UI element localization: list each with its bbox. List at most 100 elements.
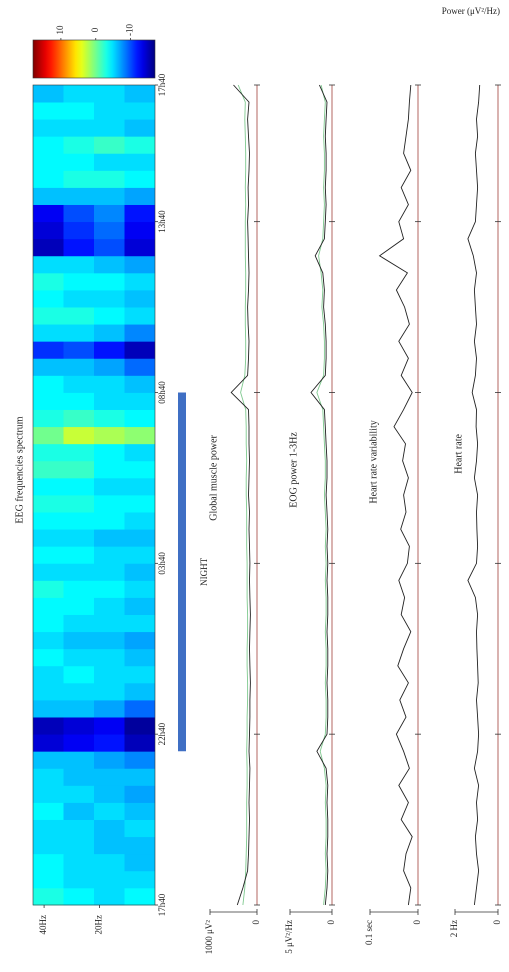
trace-line bbox=[378, 84, 413, 906]
spectrogram-cell bbox=[63, 204, 94, 223]
spectrogram-cell bbox=[33, 460, 64, 479]
trace-tick-label: 1000 μV² bbox=[204, 920, 214, 955]
spectrogram-cell bbox=[124, 529, 155, 547]
spectrogram-cell bbox=[124, 870, 155, 889]
trace-tick-label: 0.1 sec bbox=[364, 920, 374, 945]
spectrogram-cell bbox=[63, 443, 94, 462]
trace-tick-label: 0 bbox=[412, 920, 422, 925]
spectrogram-cell bbox=[94, 290, 125, 308]
spectrogram-cell bbox=[63, 255, 94, 274]
spectrogram-cell bbox=[124, 819, 155, 838]
spectrogram-title: EEG frequencies spectrum bbox=[14, 416, 25, 523]
spectrogram-cell bbox=[94, 136, 125, 154]
spectrogram-cell bbox=[63, 648, 94, 667]
spectrogram-cell bbox=[63, 614, 94, 633]
spectrogram-cell bbox=[33, 495, 64, 513]
spectrogram-cell bbox=[94, 170, 125, 188]
spectrogram-cell bbox=[33, 85, 64, 103]
spectrogram-cell bbox=[124, 324, 155, 342]
spectrogram-cell bbox=[124, 802, 155, 820]
time-tick-label: 22h40 bbox=[157, 722, 167, 745]
spectrogram-cell bbox=[124, 443, 155, 462]
spectrogram-cell bbox=[63, 580, 94, 598]
spectrogram-cell bbox=[63, 290, 94, 308]
spectrogram-cell bbox=[63, 512, 94, 530]
spectrogram-cell bbox=[33, 443, 64, 462]
spectrogram-cell bbox=[124, 136, 155, 154]
spectrogram-cell bbox=[94, 648, 125, 667]
spectrogram-cell bbox=[94, 358, 125, 376]
spectrogram-cell bbox=[63, 785, 94, 803]
spectrogram-cell bbox=[94, 102, 125, 120]
spectrogram-cell bbox=[33, 802, 64, 820]
spectrogram-cell bbox=[33, 819, 64, 838]
spectrogram-cell bbox=[124, 255, 155, 274]
spectrogram-cell bbox=[63, 460, 94, 479]
spectrogram-cell bbox=[124, 187, 155, 205]
spectrogram-cell bbox=[94, 819, 125, 838]
spectrogram-cell bbox=[94, 238, 125, 257]
freq-tick-label: 40Hz bbox=[38, 915, 48, 935]
spectrogram-cell bbox=[33, 324, 64, 342]
spectrogram-cell bbox=[94, 682, 125, 701]
spectrogram-cell bbox=[33, 870, 64, 889]
spectrogram-cell bbox=[124, 477, 155, 496]
spectrogram-cell bbox=[63, 153, 94, 171]
spectrogram-cell bbox=[33, 529, 64, 547]
time-tick-label: 17h40 bbox=[157, 893, 167, 916]
spectrogram-cell bbox=[94, 426, 125, 445]
spectrogram-cell bbox=[33, 836, 64, 855]
spectrogram-cell bbox=[124, 631, 155, 650]
spectrogram-cell bbox=[124, 153, 155, 171]
spectrogram-cell bbox=[63, 307, 94, 325]
spectrogram-cell bbox=[33, 477, 64, 496]
spectrogram-cell bbox=[94, 443, 125, 462]
spectrogram-cell bbox=[94, 221, 125, 240]
spectrogram-cell bbox=[63, 409, 94, 428]
spectrogram-cell bbox=[33, 341, 64, 359]
spectrogram-cell bbox=[124, 375, 155, 393]
trace-tick-label: 0 bbox=[492, 920, 502, 925]
spectrogram-cell bbox=[63, 119, 94, 137]
spectrogram-cell bbox=[63, 85, 94, 103]
spectrogram-cell bbox=[63, 700, 94, 718]
time-tick-label: 17h40 bbox=[157, 73, 167, 96]
spectrogram-cell bbox=[124, 238, 155, 257]
spectrogram-cell bbox=[124, 409, 155, 428]
spectrogram-cell bbox=[94, 665, 125, 684]
trace-tick-label: 0 bbox=[326, 920, 336, 925]
spectrogram-cell bbox=[33, 631, 64, 650]
trace-tick-label: 2 Hz bbox=[449, 920, 459, 937]
spectrogram-cell bbox=[33, 307, 64, 325]
spectrogram-cell bbox=[63, 682, 94, 701]
spectrogram-cell bbox=[63, 272, 94, 291]
spectrogram-cell bbox=[124, 460, 155, 479]
spectrogram-cell bbox=[33, 392, 64, 410]
spectrogram-cell bbox=[33, 734, 64, 752]
spectrogram-cell bbox=[124, 170, 155, 188]
spectrogram-cell bbox=[124, 887, 155, 906]
spectrogram-cell bbox=[63, 734, 94, 752]
spectrogram-cell bbox=[33, 238, 64, 257]
spectrogram-cell bbox=[94, 768, 125, 786]
spectrogram-cell bbox=[124, 119, 155, 137]
spectrogram-cell bbox=[33, 768, 64, 786]
spectrogram-cell bbox=[124, 512, 155, 530]
spectrogram-cell bbox=[63, 819, 94, 838]
spectrogram-cell bbox=[124, 597, 155, 615]
spectrogram-cell bbox=[124, 426, 155, 445]
spectrogram-cell bbox=[33, 682, 64, 701]
spectrogram-cell bbox=[124, 495, 155, 513]
spectrogram-cell bbox=[33, 426, 64, 445]
spectrogram-cell bbox=[63, 324, 94, 342]
spectrogram-cell bbox=[124, 734, 155, 752]
trace-line bbox=[237, 84, 249, 906]
spectrogram-cell bbox=[63, 221, 94, 240]
spectrogram-cell bbox=[33, 221, 64, 240]
spectrogram-cell bbox=[33, 255, 64, 274]
spectrogram-cell bbox=[94, 119, 125, 137]
spectrogram-cell bbox=[33, 614, 64, 633]
spectrogram-cell bbox=[33, 648, 64, 667]
